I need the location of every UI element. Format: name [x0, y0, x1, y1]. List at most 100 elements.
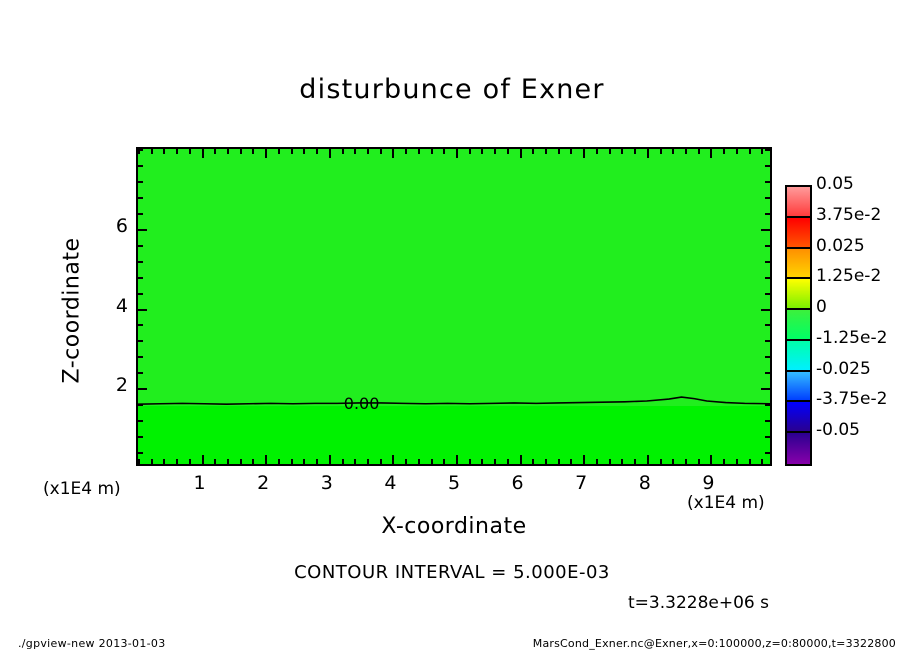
y-minor-tick: [138, 452, 143, 455]
colorbar-band: [787, 187, 810, 218]
field-region-lower: [138, 406, 770, 464]
y-minor-tick: [138, 260, 143, 263]
x-major-tick: [519, 455, 522, 464]
x-minor-tick: [341, 459, 344, 464]
x-minor-tick-top: [188, 149, 191, 154]
x-minor-tick-top: [672, 149, 675, 154]
x-major-tick-top: [583, 149, 586, 158]
x-minor-tick: [595, 459, 598, 464]
x-minor-tick-top: [608, 149, 611, 154]
x-minor-tick-top: [748, 149, 751, 154]
x-tick-label: 4: [384, 472, 397, 494]
colorbar-tick-label: -0.025: [816, 358, 871, 379]
x-major-tick-top: [201, 149, 204, 158]
x-minor-tick-top: [506, 149, 509, 154]
y-minor-tick: [138, 196, 143, 199]
x-minor-tick-top: [430, 149, 433, 154]
x-tick-label: 2: [257, 472, 270, 494]
x-minor-tick-top: [405, 149, 408, 154]
x-minor-tick: [138, 459, 140, 464]
colorbar-band: [787, 279, 810, 311]
x-axis-unit-right: (x1E4 m): [687, 493, 765, 513]
x-minor-tick: [659, 459, 662, 464]
x-minor-tick-top: [634, 149, 637, 154]
x-minor-tick: [163, 459, 166, 464]
x-minor-tick: [430, 459, 433, 464]
colorbar-tick-label: -1.25e-2: [816, 327, 888, 348]
colorbar-band: [787, 248, 810, 280]
colorbar: [785, 185, 812, 466]
colorbar-band: [787, 340, 810, 372]
x-minor-tick-top: [443, 149, 446, 154]
x-minor-tick: [748, 459, 751, 464]
x-minor-tick-top: [150, 149, 153, 154]
colorbar-band: [787, 402, 810, 434]
y-minor-tick-right: [765, 324, 770, 327]
x-minor-tick: [634, 459, 637, 464]
x-major-tick: [710, 455, 713, 464]
y-minor-tick-right: [765, 180, 770, 183]
x-major-tick-top: [328, 149, 331, 158]
y-minor-tick: [138, 292, 143, 295]
y-minor-tick-right: [765, 436, 770, 439]
x-minor-tick-top: [659, 149, 662, 154]
x-tick-label: 1: [193, 472, 206, 494]
x-major-tick: [456, 455, 458, 464]
x-minor-tick-top: [697, 149, 700, 154]
y-minor-tick-right: [765, 149, 770, 151]
x-minor-tick-top: [761, 149, 764, 154]
y-major-tick-right: [761, 308, 770, 311]
x-minor-tick-top: [621, 149, 624, 154]
x-minor-tick: [468, 459, 471, 464]
x-minor-tick-top: [494, 149, 497, 154]
x-minor-tick: [405, 459, 408, 464]
y-minor-tick-right: [765, 420, 770, 423]
y-minor-tick-right: [765, 404, 770, 407]
x-minor-tick: [366, 459, 369, 464]
y-tick-label: 2: [115, 374, 128, 397]
y-minor-tick: [138, 180, 143, 183]
colorbar-tick-label: 0.025: [816, 235, 865, 256]
y-major-tick: [138, 388, 147, 391]
y-minor-tick: [138, 324, 143, 327]
y-minor-tick-right: [765, 292, 770, 295]
x-minor-tick: [481, 459, 484, 464]
y-minor-tick-right: [765, 340, 770, 343]
x-major-tick-top: [646, 149, 649, 158]
x-minor-tick-top: [468, 149, 471, 154]
y-minor-tick-right: [765, 212, 770, 215]
x-minor-tick: [290, 459, 293, 464]
x-minor-tick: [252, 459, 255, 464]
x-major-tick: [265, 455, 268, 464]
y-minor-tick-right: [765, 196, 770, 199]
y-minor-tick: [138, 244, 143, 247]
y-minor-tick-right: [765, 356, 770, 359]
x-minor-tick: [494, 459, 497, 464]
x-minor-tick-top: [417, 149, 420, 154]
y-major-tick: [138, 308, 147, 311]
contour-line-zero: [138, 396, 770, 405]
colorbar-band: [787, 217, 810, 249]
x-minor-tick-top: [316, 149, 319, 154]
x-minor-tick: [443, 459, 446, 464]
y-minor-tick-right: [765, 452, 770, 455]
x-minor-tick: [227, 459, 230, 464]
colorbar-band: [787, 371, 810, 403]
colorbar-band: [787, 433, 810, 464]
x-minor-tick-top: [366, 149, 369, 154]
x-tick-label: 9: [702, 472, 715, 494]
y-minor-tick: [138, 404, 143, 407]
x-minor-tick: [723, 459, 726, 464]
y-minor-tick: [138, 356, 143, 359]
x-minor-tick: [697, 459, 700, 464]
y-minor-tick: [138, 372, 143, 375]
x-minor-tick: [303, 459, 306, 464]
x-minor-tick-top: [532, 149, 535, 154]
y-minor-tick-right: [765, 244, 770, 247]
y-minor-tick-right: [765, 260, 770, 263]
x-major-tick-top: [392, 149, 395, 158]
x-minor-tick-top: [481, 149, 484, 154]
y-minor-tick: [138, 436, 143, 439]
x-axis-title: X-coordinate: [381, 514, 527, 539]
x-axis-unit-left: (x1E4 m): [43, 479, 121, 499]
